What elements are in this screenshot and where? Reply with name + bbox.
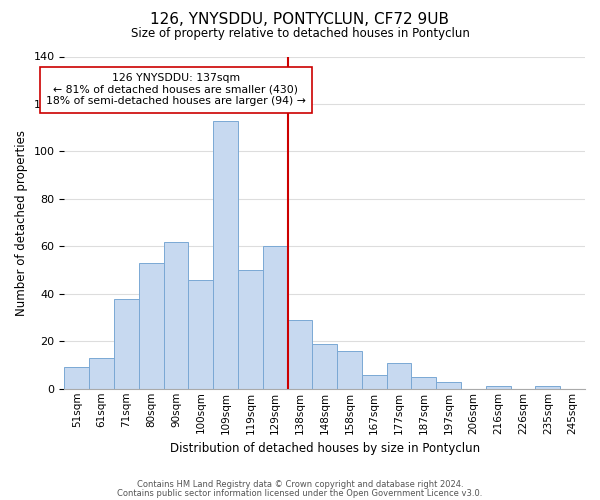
Bar bbox=[139, 263, 164, 389]
Text: 126, YNYSDDU, PONTYCLUN, CF72 9UB: 126, YNYSDDU, PONTYCLUN, CF72 9UB bbox=[151, 12, 449, 28]
Text: 126 YNYSDDU: 137sqm
← 81% of detached houses are smaller (430)
18% of semi-detac: 126 YNYSDDU: 137sqm ← 81% of detached ho… bbox=[46, 73, 306, 106]
Bar bbox=[64, 368, 89, 389]
Bar bbox=[362, 374, 386, 389]
Bar bbox=[412, 377, 436, 389]
X-axis label: Distribution of detached houses by size in Pontyclun: Distribution of detached houses by size … bbox=[170, 442, 480, 455]
Text: Contains public sector information licensed under the Open Government Licence v3: Contains public sector information licen… bbox=[118, 488, 482, 498]
Bar bbox=[386, 362, 412, 389]
Bar bbox=[164, 242, 188, 389]
Bar bbox=[213, 120, 238, 389]
Bar bbox=[436, 382, 461, 389]
Bar bbox=[337, 351, 362, 389]
Bar bbox=[486, 386, 511, 389]
Text: Contains HM Land Registry data © Crown copyright and database right 2024.: Contains HM Land Registry data © Crown c… bbox=[137, 480, 463, 489]
Y-axis label: Number of detached properties: Number of detached properties bbox=[15, 130, 28, 316]
Bar bbox=[114, 298, 139, 389]
Bar bbox=[263, 246, 287, 389]
Bar bbox=[89, 358, 114, 389]
Bar bbox=[313, 344, 337, 389]
Text: Size of property relative to detached houses in Pontyclun: Size of property relative to detached ho… bbox=[131, 28, 469, 40]
Bar bbox=[238, 270, 263, 389]
Bar bbox=[287, 320, 313, 389]
Bar bbox=[535, 386, 560, 389]
Bar bbox=[188, 280, 213, 389]
